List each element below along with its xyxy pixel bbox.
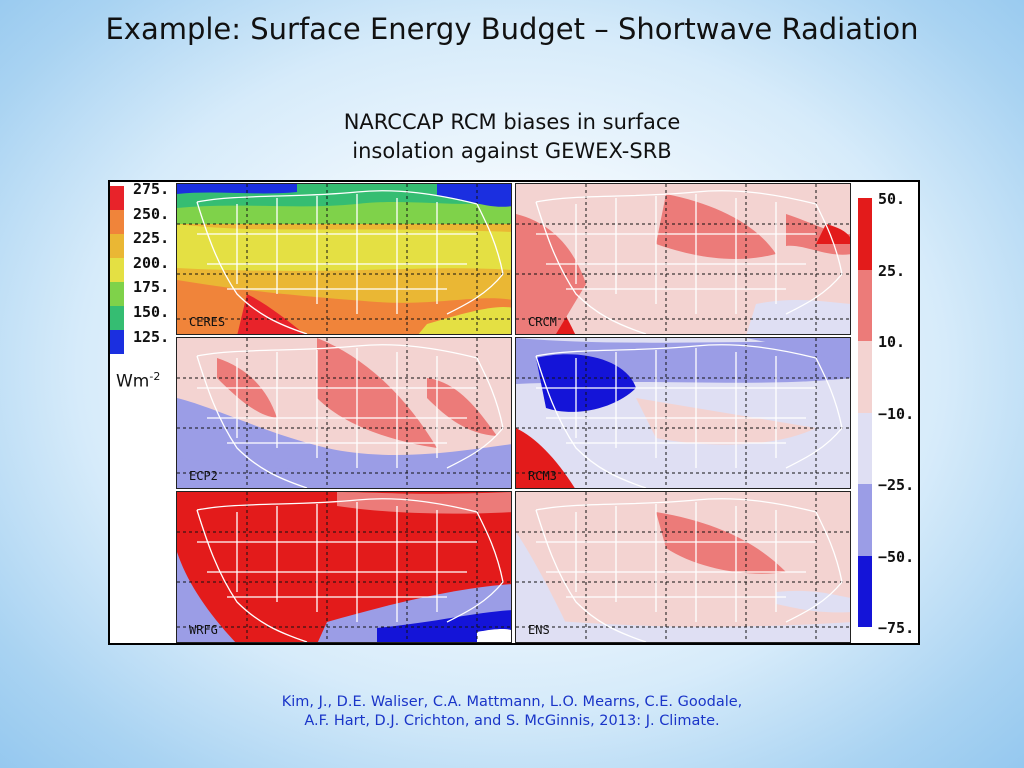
left-colorbar-label: 175.: [133, 278, 170, 297]
left-colorbar-swatch: [110, 282, 124, 306]
left-colorbar-label: 250.: [133, 204, 170, 223]
map-panel-wrfg: WRFG: [176, 491, 512, 643]
citation-line-1: Kim, J., D.E. Waliser, C.A. Mattmann, L.…: [281, 694, 743, 710]
right-colorbar-label: −75.: [878, 619, 915, 637]
figure-subtitle: NARCCAP RCM biases in surface insolation…: [262, 108, 762, 166]
map-panel-crcm: CRCM: [515, 183, 851, 335]
citation: Kim, J., D.E. Waliser, C.A. Mattmann, L.…: [212, 693, 812, 731]
right-colorbar-swatch: [858, 412, 872, 484]
left-colorbar-swatch: [110, 210, 124, 234]
right-colorbar-label: 25.: [878, 261, 906, 280]
left-colorbar-swatch: [110, 258, 124, 282]
map-panel-ceres: CERES: [176, 183, 512, 335]
right-colorbar-swatch: [858, 341, 872, 413]
citation-line-2: A.F. Hart, D.J. Crichton, and S. McGinni…: [304, 713, 720, 729]
subtitle-line-1: NARCCAP RCM biases in surface: [343, 110, 681, 134]
map-field: [516, 492, 850, 642]
panel-label: ECP2: [189, 469, 218, 483]
map-panel-ecp2: ECP2: [176, 337, 512, 489]
slide-title: Example: Surface Energy Budget – Shortwa…: [105, 12, 919, 46]
right-colorbar-label: −10.: [878, 404, 915, 423]
map-field: [177, 184, 511, 334]
panel-label: ENS: [528, 623, 550, 637]
right-colorbar-swatch: [858, 484, 872, 556]
units-exponent: -2: [149, 370, 161, 383]
units-text: Wm: [116, 371, 150, 392]
right-colorbar-label: −25.: [878, 476, 915, 494]
right-colorbar-swatch: [858, 269, 872, 341]
map-field: [516, 338, 850, 488]
map-panel-ens: ENS: [515, 491, 851, 643]
map-panel-rcm3: RCM3: [515, 337, 851, 489]
left-colorbar-swatch: [110, 186, 124, 210]
panel-label: CERES: [189, 315, 226, 329]
map-field: [516, 184, 850, 334]
units-label: Wm-2: [116, 370, 160, 392]
left-colorbar-label: 275.: [133, 180, 170, 198]
left-colorbar-label: 125.: [133, 327, 170, 346]
left-colorbar-label: 150.: [133, 303, 170, 321]
subtitle-line-2: insolation against GEWEX-SRB: [352, 139, 672, 163]
panel-label: RCM3: [528, 469, 557, 483]
right-colorbar-swatch: [858, 555, 872, 627]
left-colorbar-swatch: [110, 330, 124, 354]
map-field: [177, 492, 511, 642]
map-field: [177, 338, 511, 488]
right-colorbar-swatch: [858, 198, 872, 270]
left-colorbar-swatch: [110, 234, 124, 258]
right-colorbar-label: 50.: [878, 190, 906, 208]
left-colorbar-label: 200.: [133, 253, 170, 272]
right-colorbar-label: −50.: [878, 547, 915, 566]
right-colorbar-label: 10.: [878, 333, 906, 351]
panel-label: WRFG: [189, 623, 218, 637]
left-colorbar-label: 225.: [133, 229, 170, 248]
left-colorbar-swatch: [110, 306, 124, 330]
panel-label: CRCM: [528, 315, 557, 329]
